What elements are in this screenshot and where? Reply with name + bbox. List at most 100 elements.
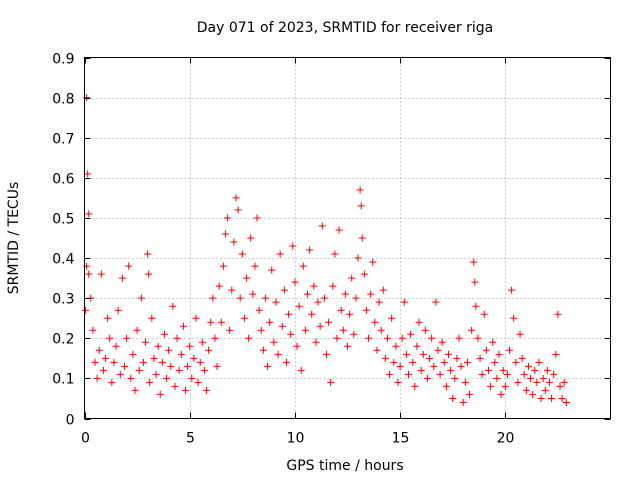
y-tick-label: 0.8 bbox=[52, 92, 74, 108]
data-point bbox=[357, 202, 365, 210]
data-point bbox=[312, 338, 320, 346]
data-point bbox=[120, 362, 128, 370]
data-point bbox=[148, 314, 156, 322]
data-point bbox=[453, 354, 461, 362]
data-point bbox=[160, 330, 168, 338]
data-point bbox=[457, 362, 465, 370]
data-point bbox=[318, 222, 326, 230]
data-point bbox=[112, 342, 120, 350]
plot-frame bbox=[84, 57, 611, 419]
data-point bbox=[524, 362, 532, 370]
y-axis-label: SRMTID / TECUs bbox=[6, 182, 22, 295]
data-point bbox=[171, 382, 179, 390]
data-point bbox=[316, 322, 324, 330]
data-point bbox=[390, 358, 398, 366]
data-point bbox=[245, 334, 253, 342]
data-point bbox=[474, 334, 482, 342]
data-point bbox=[167, 362, 175, 370]
data-point bbox=[287, 330, 295, 338]
data-point bbox=[451, 374, 459, 382]
data-point bbox=[89, 326, 97, 334]
data-point bbox=[104, 314, 112, 322]
data-point bbox=[289, 242, 297, 250]
data-point bbox=[501, 382, 509, 390]
data-point bbox=[135, 366, 143, 374]
data-point bbox=[146, 378, 154, 386]
data-point bbox=[145, 270, 153, 278]
data-point bbox=[154, 342, 162, 350]
data-point bbox=[198, 338, 206, 346]
data-point bbox=[253, 214, 261, 222]
data-point bbox=[240, 314, 248, 322]
data-point bbox=[226, 326, 234, 334]
data-point bbox=[381, 354, 389, 362]
data-point bbox=[383, 334, 391, 342]
data-point bbox=[520, 370, 528, 378]
data-point bbox=[188, 374, 196, 382]
data-point bbox=[512, 358, 520, 366]
data-point bbox=[310, 282, 318, 290]
data-point bbox=[423, 374, 431, 382]
data-point bbox=[537, 394, 545, 402]
data-point bbox=[466, 390, 474, 398]
data-point bbox=[402, 350, 410, 358]
data-point bbox=[266, 318, 274, 326]
data-point bbox=[99, 366, 107, 374]
data-point bbox=[165, 346, 173, 354]
data-point bbox=[238, 250, 246, 258]
data-point bbox=[415, 318, 423, 326]
data-point bbox=[181, 386, 189, 394]
y-tick-label: 0.2 bbox=[52, 332, 74, 348]
data-point bbox=[392, 342, 400, 350]
data-point bbox=[545, 378, 553, 386]
data-point bbox=[95, 346, 103, 354]
y-tick-label: 0.4 bbox=[52, 252, 74, 268]
data-point bbox=[139, 358, 147, 366]
data-point bbox=[127, 374, 135, 382]
data-point bbox=[348, 274, 356, 282]
data-point bbox=[434, 346, 442, 354]
data-point bbox=[522, 386, 530, 394]
axis-ticks: 0 0.1 0.2 0.3 0.4 0.5 0.6 0.7 0.8 0.9 0 5 10 15 20 bbox=[52, 52, 611, 447]
data-point bbox=[405, 370, 413, 378]
data-point bbox=[455, 334, 463, 342]
data-point bbox=[243, 274, 251, 282]
data-point bbox=[558, 394, 566, 402]
data-point bbox=[91, 358, 99, 366]
data-point bbox=[102, 354, 110, 362]
x-tick-label: 5 bbox=[186, 431, 195, 447]
data-point bbox=[430, 362, 438, 370]
data-point bbox=[489, 338, 497, 346]
data-point bbox=[158, 358, 166, 366]
y-tick-label: 0 bbox=[66, 413, 75, 429]
data-points bbox=[82, 94, 570, 406]
data-point bbox=[137, 294, 145, 302]
data-point bbox=[304, 290, 312, 298]
x-tick-label: 10 bbox=[287, 431, 305, 447]
data-point bbox=[539, 374, 547, 382]
data-point bbox=[190, 354, 198, 362]
data-point bbox=[482, 346, 490, 354]
data-point bbox=[213, 362, 221, 370]
data-point bbox=[264, 362, 272, 370]
data-point bbox=[379, 286, 387, 294]
data-point bbox=[97, 270, 105, 278]
data-point bbox=[285, 310, 293, 318]
y-tick-label: 0.1 bbox=[52, 372, 74, 388]
x-tick-label: 15 bbox=[392, 431, 410, 447]
data-point bbox=[459, 398, 467, 406]
data-point bbox=[224, 214, 232, 222]
data-point bbox=[428, 334, 436, 342]
data-point bbox=[354, 254, 362, 262]
data-point bbox=[142, 338, 150, 346]
data-point bbox=[184, 362, 192, 370]
data-point bbox=[508, 286, 516, 294]
data-point bbox=[436, 370, 444, 378]
data-point bbox=[261, 294, 269, 302]
data-point bbox=[562, 398, 570, 406]
data-point bbox=[493, 374, 501, 382]
data-point bbox=[487, 382, 495, 390]
data-point bbox=[346, 310, 354, 318]
data-point bbox=[360, 270, 368, 278]
